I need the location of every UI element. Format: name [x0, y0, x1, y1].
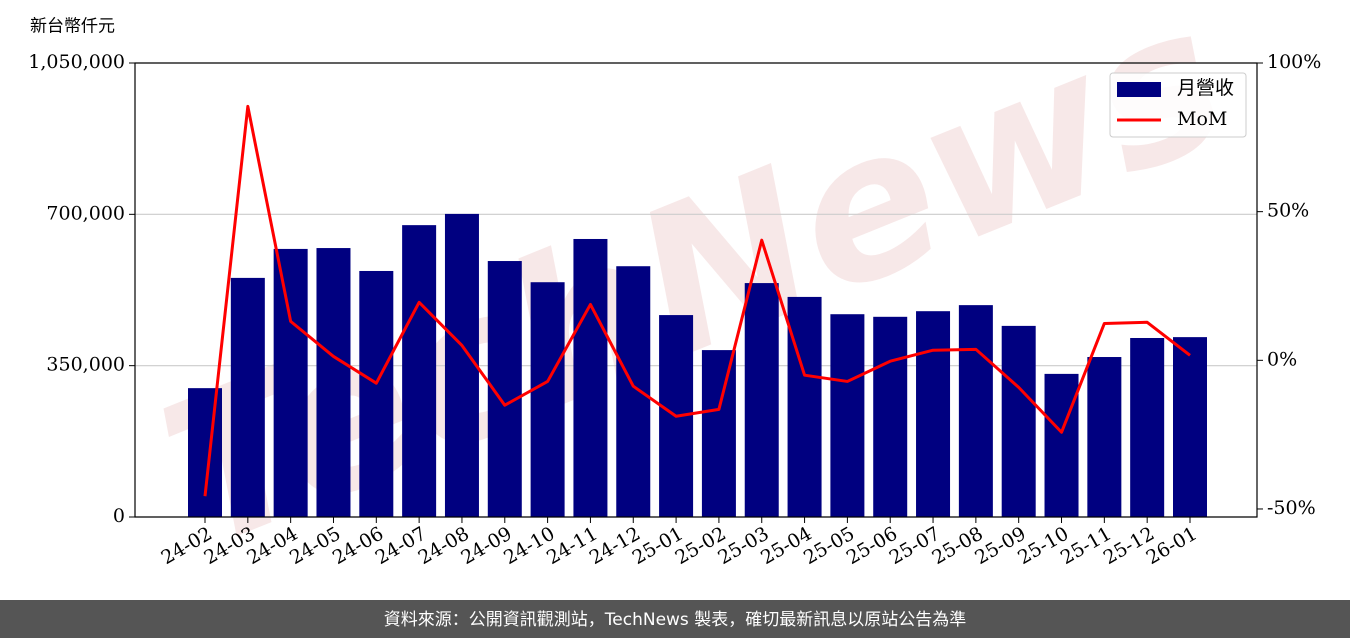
x-tick-label: 26-01 [1143, 523, 1201, 569]
bar [530, 282, 565, 517]
line [203, 104, 1191, 497]
plot-frame [134, 62, 1258, 518]
y-tick-label: 700,000 [46, 202, 125, 224]
bar [316, 248, 351, 517]
bar [616, 266, 651, 517]
bar [830, 314, 865, 517]
bar [1087, 357, 1122, 517]
y-tick-label: 1,050,000 [28, 51, 125, 73]
bar [701, 350, 736, 517]
bar [188, 388, 222, 517]
bar [873, 316, 908, 517]
y2-tick-label: 100% [1267, 51, 1321, 73]
y2-tick-label: 0% [1267, 348, 1297, 370]
y-tick-label: 0 [113, 505, 125, 527]
bar [573, 238, 608, 517]
bar [1001, 325, 1036, 517]
bar [230, 277, 265, 517]
y2-tick-label: 50% [1267, 200, 1309, 222]
bar [1173, 337, 1207, 517]
bar [1130, 337, 1165, 517]
bar [402, 225, 437, 517]
bar [1044, 373, 1079, 517]
bar [444, 213, 479, 518]
bar [744, 283, 779, 517]
legend-swatch [1117, 82, 1161, 97]
bar [359, 270, 394, 517]
legend-label: 月營收 [1177, 77, 1234, 99]
bar [958, 305, 993, 517]
y-tick-label: 350,000 [46, 354, 125, 376]
legend: 月營收 MoM [1109, 72, 1247, 138]
unit-label: 新台幣仟元 [30, 17, 115, 37]
bar [787, 296, 822, 517]
legend-label: MoM [1177, 108, 1227, 130]
bar [273, 248, 308, 517]
y2-tick-label: -50% [1267, 497, 1316, 519]
footer-band [0, 600, 1350, 638]
bar [916, 311, 951, 517]
footer: 資料來源：公開資訊觀測站，TechNews 製表，確切最新訊息以原站公告為準 [384, 610, 966, 630]
